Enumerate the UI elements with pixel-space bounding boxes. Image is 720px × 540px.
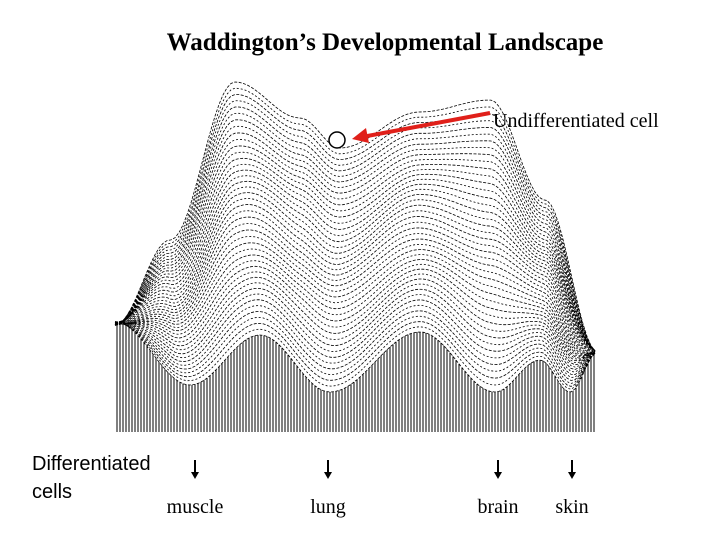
fate-label: muscle [167,496,224,518]
contour [114,271,596,364]
contour [114,138,596,352]
contour [114,265,596,362]
contour [114,293,596,373]
contour [114,145,596,351]
fate-label: lung [310,496,346,518]
contour [114,321,596,393]
annotation: Undifferentiated cell [493,110,659,132]
fate-arrowhead [568,472,576,479]
contour [114,315,596,384]
landscape [114,81,596,479]
contour [114,175,596,352]
contour [114,132,596,352]
contour [114,248,596,358]
contour [114,112,596,352]
contour [114,276,596,366]
contour [114,192,596,353]
contour [114,125,596,352]
contour [114,100,596,352]
contour [114,157,596,351]
contour [114,321,596,390]
annotation-arrowhead [352,128,369,143]
contour [114,204,596,354]
contour [114,106,596,352]
contour [114,180,596,352]
contour [114,310,596,381]
contour [115,223,596,355]
contour [114,321,596,387]
contour [114,94,596,352]
annotation-arrow [361,111,491,139]
fate-arrowhead [324,472,332,479]
contour [114,119,596,352]
contour [115,235,596,356]
fate-arrowhead [494,472,502,479]
contour [114,216,595,354]
contour [114,210,596,354]
contour [114,304,596,378]
fate-label: skin [555,496,588,518]
contour [114,282,596,368]
contour [114,254,596,359]
cell-ball [328,131,346,149]
title: Waddington’s Developmental Landscape [167,29,604,56]
contour [114,288,596,370]
contour [114,81,596,352]
contour [114,87,596,352]
fate-label: brain [477,496,518,518]
contour [114,260,596,360]
contour [114,169,596,351]
fate-arrowhead [191,472,199,479]
side-label: cells [32,481,72,503]
contour [114,299,596,376]
contour [115,229,596,355]
contour [114,198,596,354]
contour [114,151,596,351]
fate-labels: muscle lung brain skin [167,496,589,518]
contour [114,163,596,351]
side-label: Differentiated [32,453,151,475]
contour [114,242,596,357]
